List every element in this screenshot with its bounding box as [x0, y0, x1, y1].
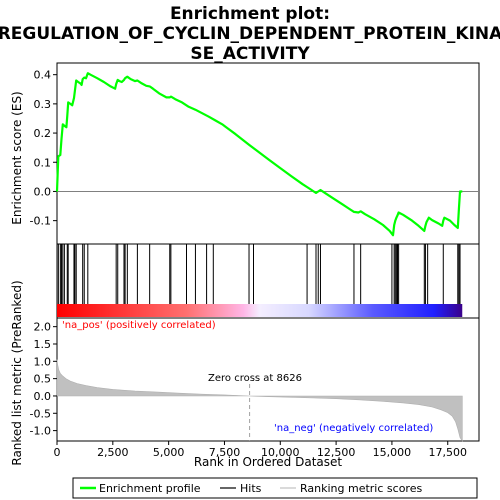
x-tick-label: 17,500	[428, 446, 467, 459]
x-tick-label: 2,500	[97, 446, 129, 459]
chart-title-line-1: Enrichment plot:	[170, 4, 330, 24]
x-tick-label: 12,500	[317, 446, 356, 459]
enrichment-profile-line	[55, 72, 463, 237]
legend-enrichment-label: Enrichment profile	[99, 482, 201, 495]
es-y-tick-label: -0.1	[30, 215, 51, 228]
ranked-panel-frame	[56, 317, 480, 442]
es-y-axis: 0.4 0.3 0.2 0.1 0.0 -0.1	[30, 69, 57, 228]
ranked-y-tick-label: 2.0	[34, 321, 52, 334]
ranked-x-axis: 0 2,500 5,000 7,500 10,000 12,500 15,000 17,500	[54, 441, 467, 459]
neg-label: 'na_neg' (negatively correlated)	[274, 423, 433, 434]
es-panel-frame	[56, 62, 480, 245]
rank-colorbar	[57, 304, 463, 317]
ranked-y-axis-label: Ranked list metric (PreRanked)	[10, 280, 24, 465]
x-tick-label: 15,000	[373, 446, 412, 459]
ranked-y-tick-label: -0.5	[30, 407, 51, 420]
es-y-tick-label: 0.3	[34, 98, 52, 111]
legend-ranking-label: Ranking metric scores	[300, 482, 422, 495]
pos-label: 'na_pos' (positively correlated)	[62, 320, 216, 331]
es-y-tick-label: 0.1	[34, 156, 52, 169]
ranking-metric-area	[56, 359, 463, 443]
x-tick-label: 7,500	[209, 446, 241, 459]
ranked-y-tick-label: 1.0	[34, 355, 52, 368]
es-y-tick-label: 0.4	[34, 69, 52, 82]
legend-hits-label: Hits	[240, 482, 262, 495]
x-tick-label: 0	[54, 446, 61, 459]
x-tick-label: 10,000	[261, 446, 300, 459]
es-y-axis-label: Enrichment score (ES)	[10, 91, 24, 224]
chart-title-line-2: REGULATION_OF_CYCLIN_DEPENDENT_PROTEIN_K…	[0, 24, 500, 44]
legend-box	[72, 477, 478, 499]
ranked-y-tick-label: 1.5	[34, 338, 52, 351]
x-axis-label: Rank in Ordered Dataset	[194, 455, 342, 469]
x-tick-label: 5,000	[153, 446, 185, 459]
ranked-y-tick-label: 0.0	[34, 390, 52, 403]
ranked-y-tick-label: -1.0	[30, 425, 51, 438]
hits-lines	[57, 244, 461, 304]
chart-title-line-3: SE_ACTIVITY	[190, 44, 310, 64]
es-y-tick-label: 0.0	[34, 185, 52, 198]
ranked-y-axis: 2.0 1.5 1.0 0.5 0.0 -0.5 -1.0	[30, 321, 57, 438]
ranked-y-tick-label: 0.5	[34, 373, 52, 386]
zero-cross-label: Zero cross at 8626	[208, 373, 302, 384]
es-y-tick-label: 0.2	[34, 127, 52, 140]
